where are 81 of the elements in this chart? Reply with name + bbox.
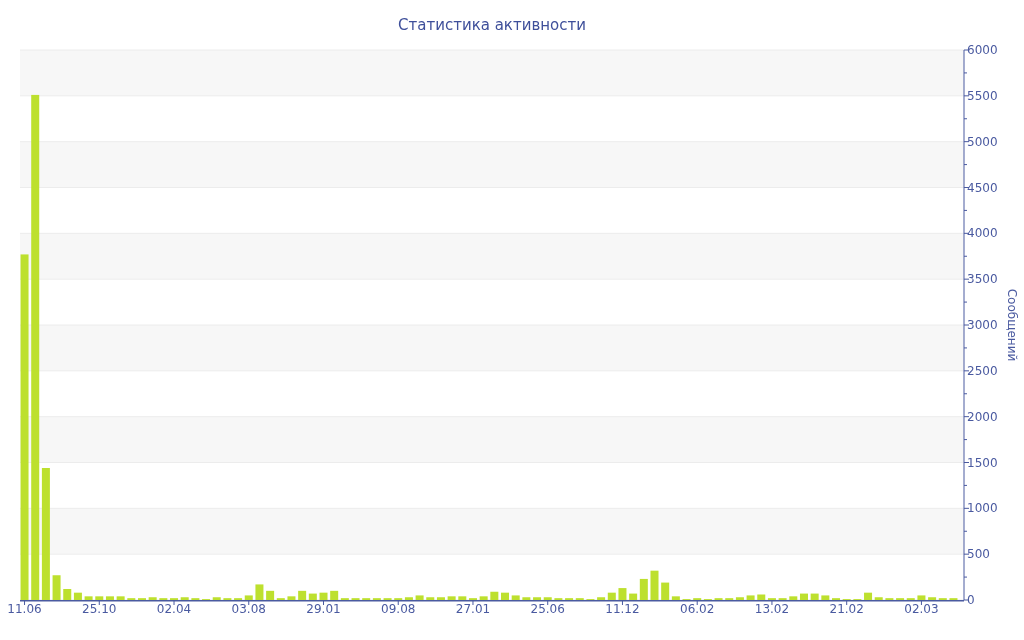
x-tick-label: 29.01 — [306, 602, 341, 616]
bar — [810, 593, 819, 600]
bar — [426, 597, 435, 600]
bar — [330, 590, 339, 600]
bar — [319, 592, 328, 600]
bar — [180, 597, 189, 600]
bar — [735, 597, 744, 600]
bar — [607, 592, 616, 600]
bar — [928, 597, 937, 600]
x-tick-label: 25.10 — [82, 602, 117, 616]
y-tick-label: 0 — [967, 593, 975, 607]
bar — [821, 595, 830, 600]
y-tick-label: 1000 — [967, 501, 998, 516]
bar — [597, 597, 606, 600]
bar — [501, 592, 510, 600]
bar — [629, 593, 638, 600]
bar — [20, 254, 29, 600]
x-tick-label: 02.03 — [904, 602, 939, 616]
bar — [31, 94, 40, 600]
bar — [864, 592, 873, 600]
bar — [105, 596, 114, 600]
bar — [116, 596, 125, 600]
x-tick-label: 11.12 — [605, 602, 640, 616]
bar — [52, 575, 61, 600]
bar — [41, 468, 50, 600]
bar — [650, 570, 659, 600]
y-tick-label: 3500 — [967, 272, 998, 287]
bar — [661, 582, 670, 600]
bar — [148, 597, 157, 600]
x-tick-label: 11.06 — [7, 602, 42, 616]
bar — [757, 594, 766, 600]
y-tick-label: 2000 — [967, 409, 998, 424]
bar — [404, 597, 413, 600]
bar — [255, 584, 264, 600]
bar — [533, 597, 542, 600]
y-tick-label: 5500 — [967, 88, 998, 103]
bar — [618, 588, 627, 600]
bar — [73, 592, 82, 600]
y-tick-label: 2500 — [967, 363, 998, 378]
y-tick-label: 500 — [967, 547, 990, 562]
bar — [415, 595, 424, 600]
x-tick-label: 25.06 — [530, 602, 565, 616]
y-tick-label: 6000 — [967, 43, 998, 57]
bar — [479, 596, 488, 600]
bar — [543, 597, 552, 600]
y-axis-title: Сообщений — [1005, 288, 1019, 362]
bar — [746, 595, 755, 600]
y-tick-label: 4000 — [967, 226, 998, 241]
bar — [671, 596, 680, 600]
bar — [266, 590, 275, 600]
x-tick-label: 09.08 — [381, 602, 416, 616]
bar — [490, 591, 499, 600]
bar — [298, 590, 307, 600]
bar — [789, 596, 798, 600]
bar — [447, 596, 456, 600]
y-tick-label: 4500 — [967, 180, 998, 195]
bar — [84, 596, 93, 600]
bar — [874, 597, 883, 600]
x-tick-label: 13.02 — [754, 602, 790, 616]
bar — [244, 595, 253, 600]
bar — [799, 593, 808, 600]
bar — [436, 597, 445, 600]
bar — [308, 593, 317, 600]
x-tick-label: 06.02 — [680, 602, 715, 616]
x-tick-label: 27.01 — [455, 602, 491, 616]
bar — [212, 597, 221, 600]
y-tick-label: 1500 — [967, 455, 998, 470]
bar — [522, 597, 531, 600]
bar — [917, 595, 926, 600]
bar — [63, 589, 72, 600]
bar — [287, 596, 296, 600]
bar — [511, 595, 520, 600]
x-tick-label: 21.02 — [829, 602, 864, 616]
x-tick-label: 03.08 — [231, 602, 266, 616]
y-tick-label: 3000 — [967, 318, 998, 332]
bar — [95, 596, 104, 600]
bar — [639, 578, 648, 600]
bar — [458, 596, 467, 600]
chart-title: Статистика активности — [398, 16, 586, 34]
y-tick-label: 5000 — [967, 134, 998, 149]
x-tick-label: 02.04 — [156, 602, 192, 616]
